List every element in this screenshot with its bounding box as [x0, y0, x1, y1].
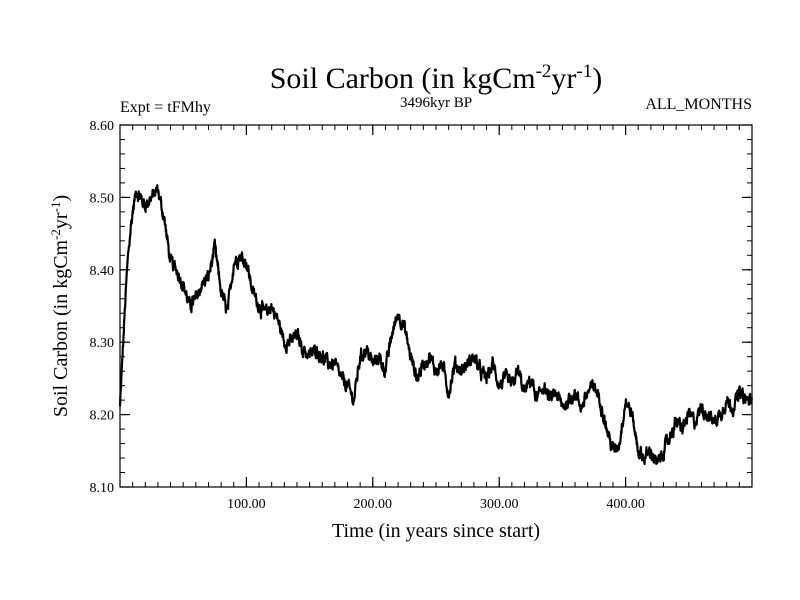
- y-axis-label-sup2: -1: [48, 202, 63, 213]
- subtitle-right: ALL_MONTHS: [645, 96, 752, 113]
- y-tick-label: 8.10: [90, 481, 115, 496]
- y-tick-label: 8.50: [90, 191, 115, 206]
- soil-carbon-chart: Soil Carbon (in kgCm-2yr-1) Expt = tFMhy…: [0, 0, 800, 600]
- chart-title: Soil Carbon (in kgCm-2yr-1): [270, 61, 603, 95]
- x-axis-label: Time (in years since start): [332, 520, 540, 542]
- y-axis-label: Soil Carbon (in kgCm-2yr-1): [48, 195, 72, 417]
- axis-ticks: [120, 125, 752, 487]
- y-tick-label: 8.20: [90, 409, 115, 424]
- y-tick-label: 8.40: [90, 264, 115, 279]
- x-tick-label: 400.00: [606, 497, 645, 512]
- x-tick-label: 100.00: [227, 497, 266, 512]
- y-axis-label-mid: yr: [50, 212, 72, 229]
- series-line-soil-carbon: [120, 185, 752, 464]
- y-tick-label: 8.60: [90, 119, 115, 134]
- y-axis-label-main: Soil Carbon (in kgCm: [50, 239, 72, 417]
- axis-tick-labels: 100.00 200.00 300.00 400.00 8.10 8.20 8.30 8.40…: [90, 119, 645, 512]
- y-axis-label-sup1: -2: [48, 229, 63, 240]
- chart-title-sup2: -1: [576, 61, 592, 82]
- x-tick-label: 300.00: [480, 497, 519, 512]
- chart-title-sup1: -2: [536, 61, 552, 82]
- subtitle-center: 3496kyr BP: [400, 95, 472, 111]
- y-axis-label-end: ): [50, 195, 72, 202]
- x-tick-label: 200.00: [354, 497, 393, 512]
- chart-title-mid: yr: [551, 62, 576, 95]
- chart-title-main: Soil Carbon (in kgCm: [270, 62, 536, 95]
- subtitle-left: Expt = tFMhy: [120, 99, 211, 116]
- plot-frame: [120, 125, 752, 487]
- y-tick-label: 8.30: [90, 336, 115, 351]
- chart-title-end: ): [592, 62, 602, 95]
